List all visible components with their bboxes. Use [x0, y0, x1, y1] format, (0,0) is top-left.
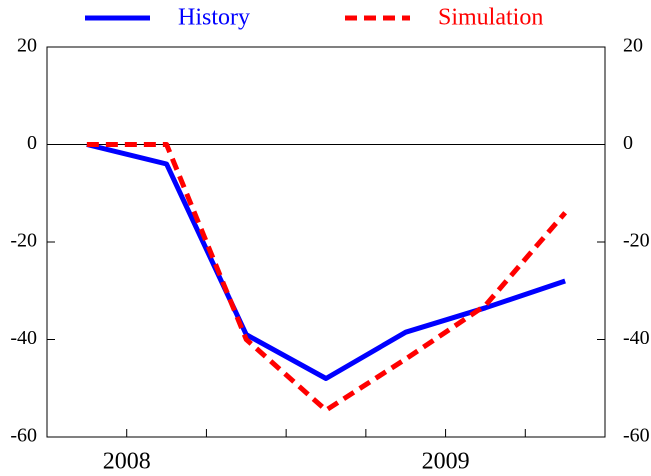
- y-tick-label: -20: [10, 230, 37, 252]
- y2-tick-label: -40: [623, 327, 650, 349]
- y-tick-label: -60: [10, 425, 37, 447]
- y-tick-label: -40: [10, 327, 37, 349]
- legend-label: Simulation: [438, 5, 543, 31]
- y-tick-label: 20: [17, 35, 37, 57]
- y2-tick-label: -60: [623, 425, 650, 447]
- x-tick-label: 2008: [103, 449, 151, 475]
- y2-tick-label: 0: [623, 132, 633, 154]
- legend-label: History: [178, 5, 250, 31]
- y-tick-label: 0: [27, 132, 37, 154]
- y2-tick-label: -20: [623, 230, 650, 252]
- series-line: [86, 142, 568, 413]
- x-tick-label: 2009: [422, 449, 470, 475]
- series-line: [86, 142, 566, 381]
- y2-tick-label: 20: [623, 35, 643, 57]
